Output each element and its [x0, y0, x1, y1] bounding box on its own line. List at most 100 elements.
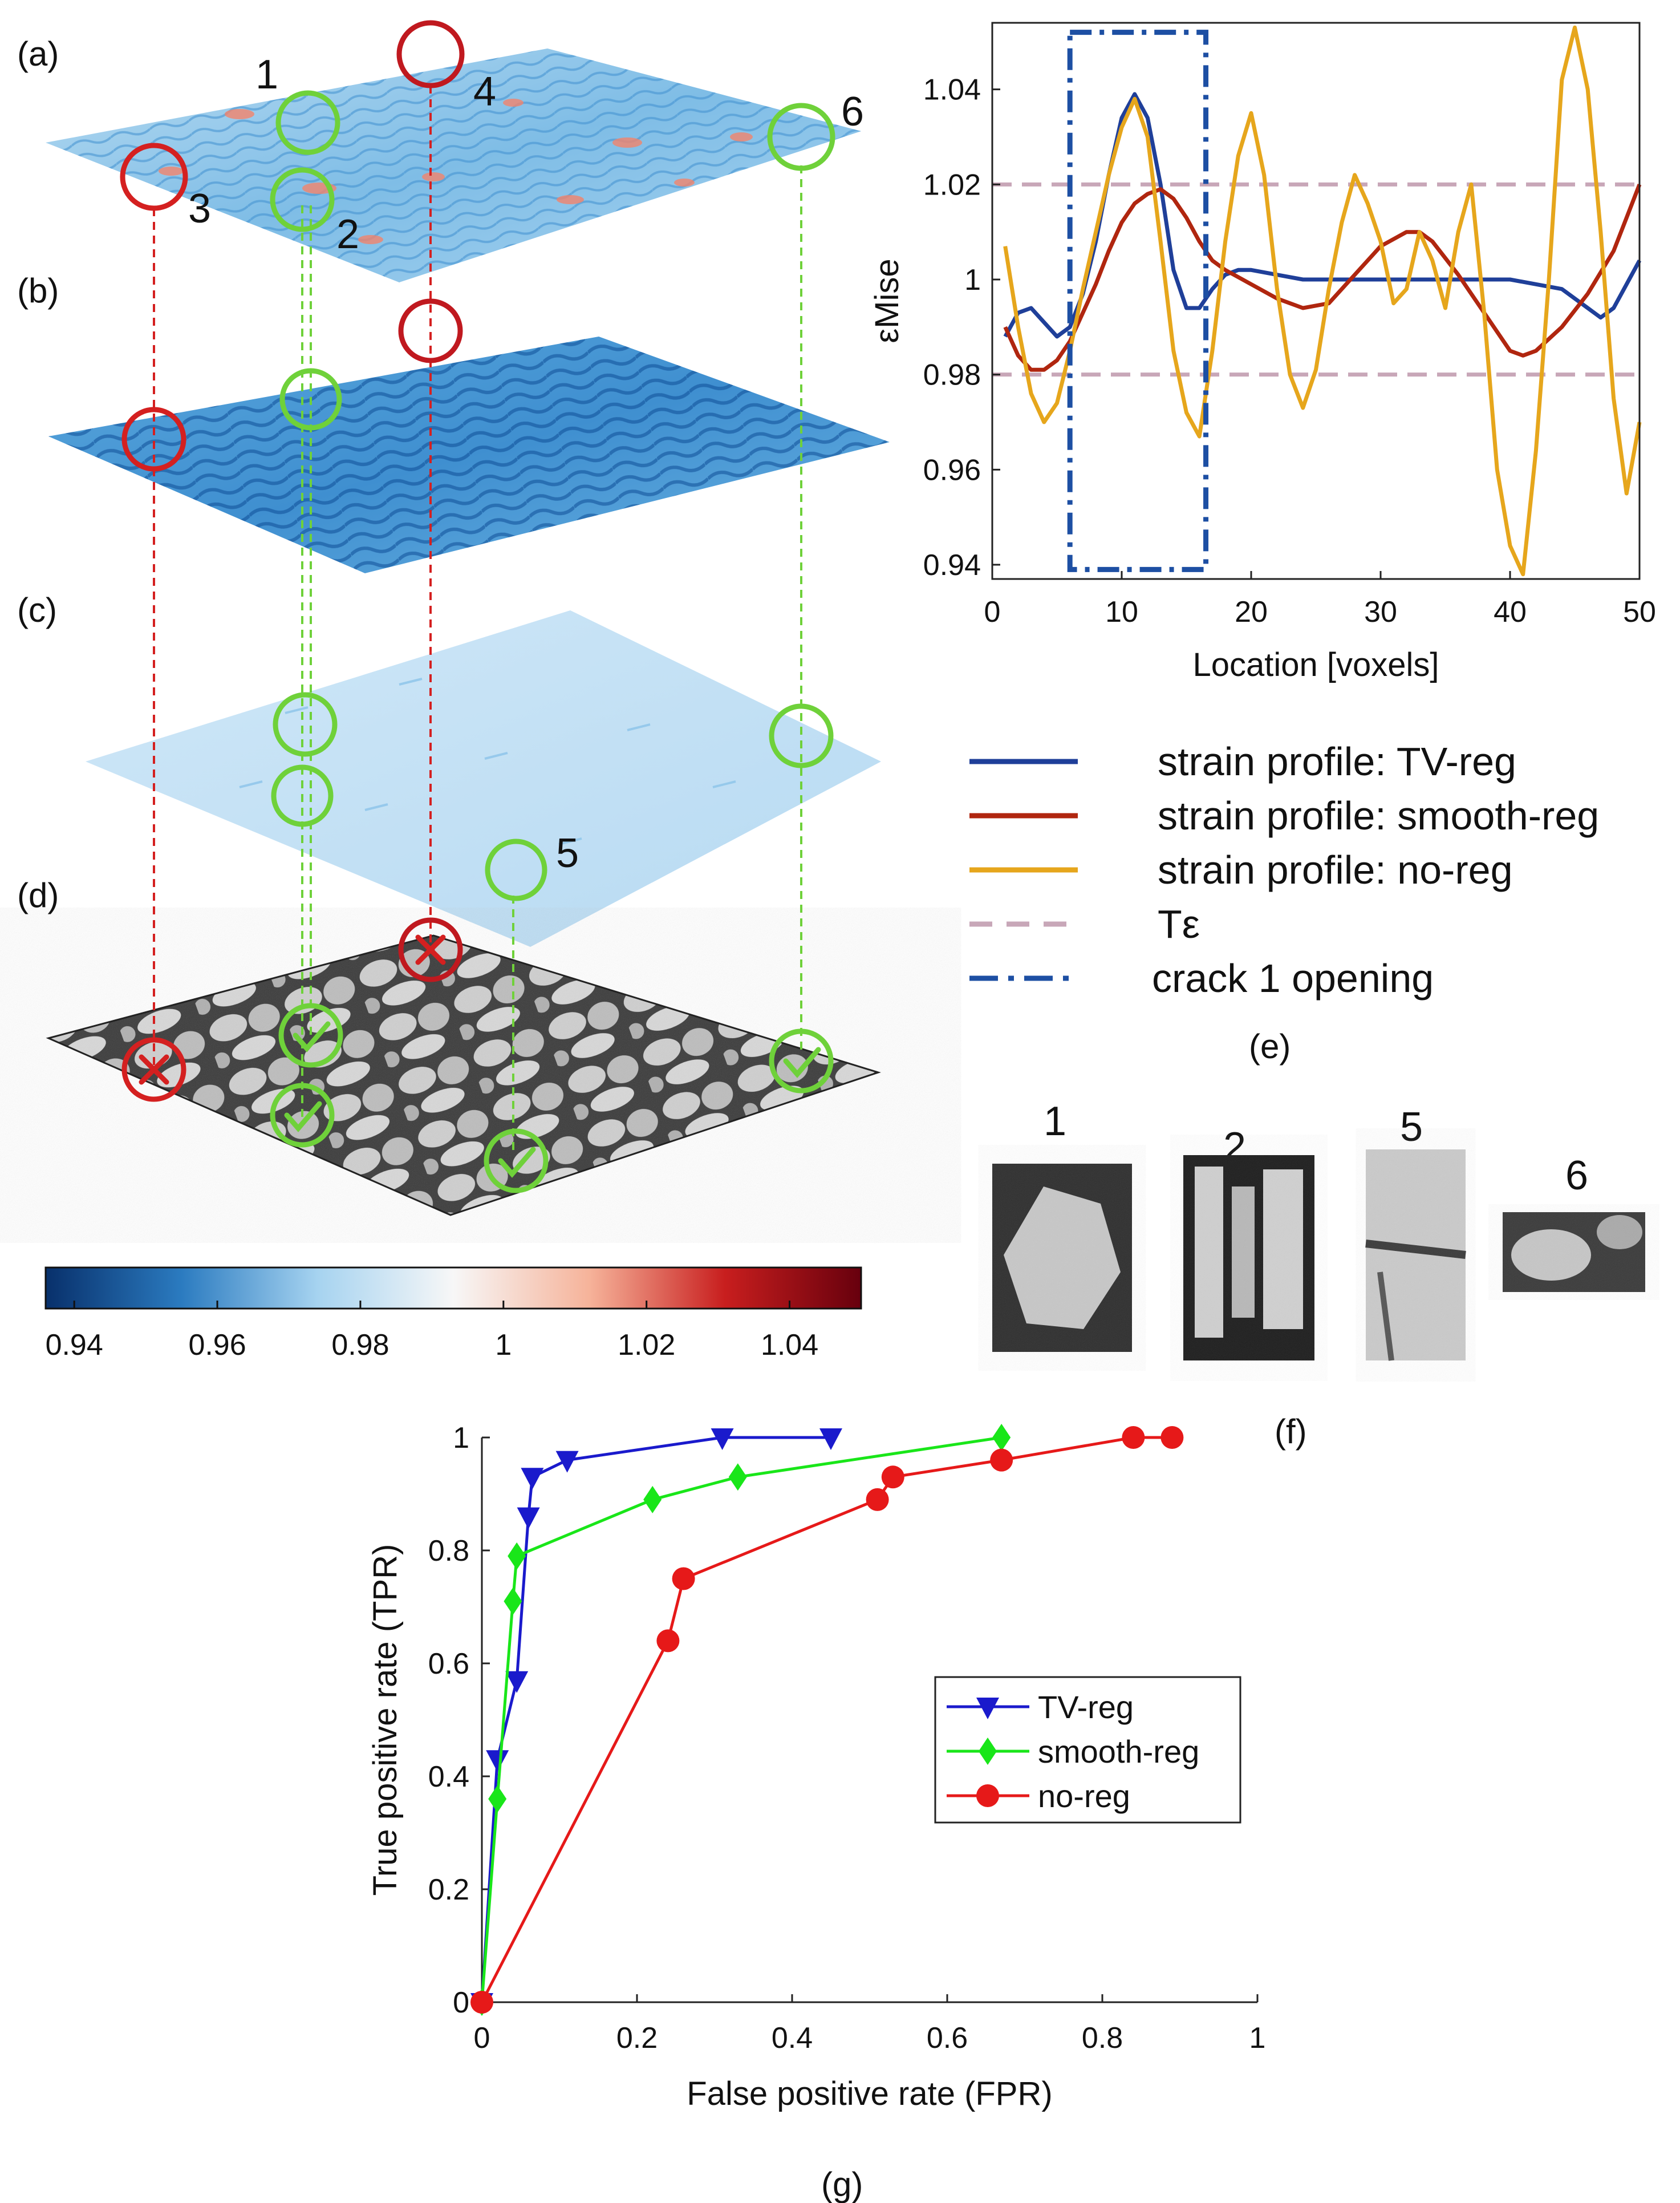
roc-point-roc_tv: [711, 1428, 734, 1450]
check-icon: [498, 1147, 536, 1178]
check-icon: [783, 1047, 821, 1078]
colorbar-tick-label: 1: [495, 1329, 512, 1362]
x-tick-label: 1: [1249, 2022, 1266, 2055]
ring-b-1: [279, 368, 342, 431]
y-tick-label: 0.4: [428, 1760, 469, 1793]
marker-number-5: 5: [556, 831, 579, 876]
x-tick-label: 10: [1105, 596, 1138, 629]
ring-d-1: [278, 1003, 343, 1068]
y-tick-label: 0.2: [428, 1873, 469, 1906]
marker-number-1: 1: [255, 52, 278, 98]
x-tick-label: 0.2: [616, 2022, 658, 2055]
roc-legend-label-roc_smooth: smooth-reg: [1038, 1734, 1199, 1769]
y-axis-label: True positive rate (TPR): [367, 1544, 404, 1896]
y-tick-label: 1.02: [923, 168, 981, 201]
plot-frame: [991, 22, 1641, 580]
legend-label-smooth: strain profile: smooth-reg: [1158, 793, 1599, 838]
cross-marks: [139, 934, 446, 1085]
x-tick-label: 0.8: [1082, 2022, 1123, 2055]
roc-line-roc_tv: [480, 1436, 831, 2003]
roc-line-roc_smooth: [480, 1436, 1002, 2003]
marker-number-2: 2: [336, 212, 359, 257]
ring-a-2: [270, 167, 335, 232]
roc-point-roc_smooth: [488, 1785, 507, 1813]
colorbar-gradient: [44, 1266, 862, 1310]
ring-c-2: [271, 764, 334, 827]
x-tick-label: 0: [474, 2022, 490, 2055]
crop-label-6: 6: [1565, 1153, 1588, 1198]
roc-point-roc_noreg: [1122, 1426, 1145, 1449]
ring-d-4: [398, 917, 463, 982]
surface-stack: [46, 20, 890, 1216]
surface-a-ripples: [46, 48, 861, 282]
panel-label-g: (g): [821, 2165, 863, 2203]
legend-label-tv: strain profile: TV-reg: [1158, 739, 1516, 784]
y-tick-label: 0.98: [923, 359, 981, 392]
x-tick-label: 20: [1235, 596, 1268, 629]
crop-1: [992, 1164, 1132, 1352]
roc-point-roc_smooth: [992, 1424, 1011, 1451]
cross-icon: [139, 1054, 169, 1085]
panel-label-c: (c): [17, 591, 57, 629]
ring-b-4: [398, 298, 463, 363]
x-tick-label: 40: [1494, 596, 1527, 629]
crop-label-1: 1: [1044, 1099, 1066, 1144]
panel-label-e: (e): [1249, 1027, 1291, 1066]
colorbar: 0.94 0.96 0.98 1 1.02 1.04: [44, 1266, 862, 1362]
y-tick-label: 0.6: [428, 1647, 469, 1680]
crop-6: [1503, 1212, 1645, 1292]
roc-point-roc_tv: [819, 1428, 842, 1450]
y-tick-label: 0: [453, 1986, 469, 2019]
surface-b-ripples: [48, 337, 890, 573]
y-tick-label: 1: [453, 1422, 469, 1455]
legend-label-noreg: strain profile: no-reg: [1158, 848, 1513, 892]
x-tick-label: 50: [1623, 596, 1656, 629]
roc-point-roc_smooth: [643, 1485, 662, 1513]
colorbar-tick-label: 0.98: [331, 1329, 389, 1362]
x-tick-label: 30: [1364, 596, 1397, 629]
roc-point-roc_tv: [486, 1750, 509, 1772]
y-tick-label: 0.96: [923, 453, 981, 487]
rings: [120, 20, 835, 1193]
check-icon: [293, 1021, 331, 1052]
crop-2: [1183, 1155, 1314, 1360]
ring-c-6: [769, 703, 834, 768]
roc-point-roc_noreg: [866, 1488, 889, 1511]
ring-d-5: [484, 1128, 549, 1193]
surface-c-streaks: [239, 678, 736, 845]
colorbar-tick-label: 1.04: [761, 1329, 818, 1362]
roc-point-roc_smooth: [508, 1542, 526, 1570]
ring-a-1: [275, 90, 340, 155]
panel-label-d: (d): [17, 876, 59, 914]
roc-legend-marker-roc_noreg: [976, 1784, 999, 1807]
y-tick-label: 1: [964, 264, 981, 297]
panel-label-a: (a): [17, 35, 59, 73]
y-tick-label: 1.04: [923, 74, 981, 107]
crop-images: 1 2 5 6: [992, 1099, 1645, 1361]
ring-a-3: [120, 143, 188, 211]
roc-point-roc_smooth: [504, 1588, 522, 1615]
ring-c-1: [273, 692, 338, 757]
marker-number-6: 6: [841, 89, 864, 135]
crop-label-5: 5: [1400, 1104, 1423, 1150]
panel-label-b: (b): [17, 272, 59, 310]
x-tick-label: 0.4: [772, 2022, 813, 2055]
surface-a-peaks: [159, 99, 753, 244]
roc-point-roc_tv: [505, 1671, 529, 1693]
ring-a-6: [767, 103, 835, 171]
ring-c-5: [485, 839, 547, 901]
drop-lines-green: [301, 165, 802, 1152]
roc-legend-marker-roc_tv: [976, 1698, 999, 1719]
legend-label-crack: crack 1 opening: [1152, 956, 1434, 1001]
check-icon: [284, 1101, 322, 1132]
roc-point-roc_tv: [555, 1451, 579, 1473]
series-line-smooth: [1003, 184, 1642, 372]
roc-point-roc_noreg: [656, 1629, 680, 1653]
y-axis-label: εMise: [869, 258, 906, 343]
drop-lines-red: [153, 86, 432, 1067]
colorbar-tick-label: 0.94: [46, 1329, 103, 1362]
marker-number-3: 3: [188, 186, 211, 232]
colorbar-tick-label: 0.96: [188, 1329, 246, 1362]
x-axis-label: Location [voxels]: [1192, 646, 1439, 683]
